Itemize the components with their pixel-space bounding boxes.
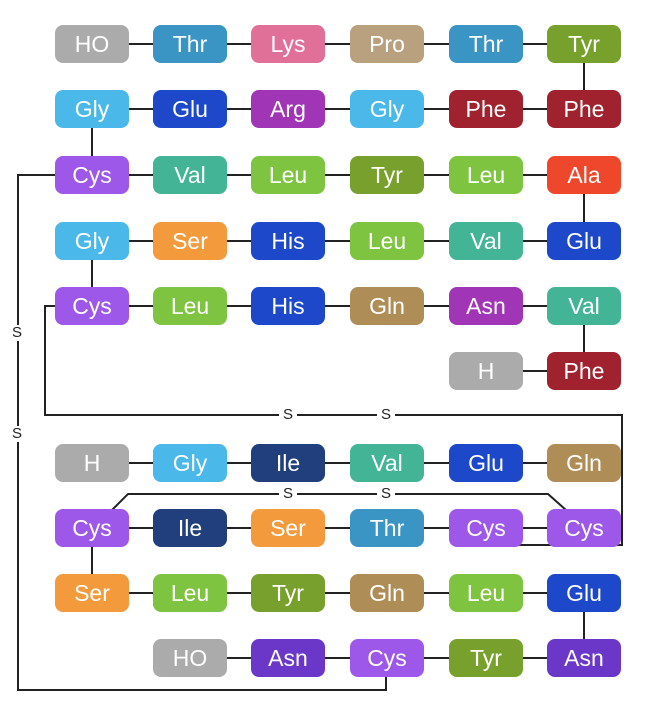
residue-tyr: Tyr xyxy=(449,639,523,677)
residue-leu: Leu xyxy=(449,156,523,194)
residue-thr: Thr xyxy=(153,25,227,63)
residue-cys: Cys xyxy=(55,287,129,325)
residue-cys: Cys xyxy=(350,639,424,677)
residue-glu: Glu xyxy=(153,90,227,128)
residue-glu: Glu xyxy=(547,222,621,260)
residue-leu: Leu xyxy=(153,574,227,612)
residue-cys: Cys xyxy=(547,509,621,547)
residue-gly: Gly xyxy=(153,444,227,482)
residue-val: Val xyxy=(547,287,621,325)
residue-cys: Cys xyxy=(55,156,129,194)
residue-cys: Cys xyxy=(55,509,129,547)
residue-val: Val xyxy=(449,222,523,260)
residue-val: Val xyxy=(153,156,227,194)
disulfide-label-outer-left-lower: S xyxy=(7,426,27,442)
residue-leu: Leu xyxy=(350,222,424,260)
residue-tyr: Tyr xyxy=(251,574,325,612)
residue-cys: Cys xyxy=(449,509,523,547)
residue-glu: Glu xyxy=(547,574,621,612)
residue-tyr: Tyr xyxy=(547,25,621,63)
residue-gln: Gln xyxy=(350,574,424,612)
residue-thr: Thr xyxy=(350,509,424,547)
residue-gly: Gly xyxy=(350,90,424,128)
residue-ile: Ile xyxy=(153,509,227,547)
residue-phe: Phe xyxy=(547,352,621,390)
residue-ho: HO xyxy=(55,25,129,63)
residue-glu: Glu xyxy=(449,444,523,482)
residue-lys: Lys xyxy=(251,25,325,63)
residue-leu: Leu xyxy=(449,574,523,612)
residue-asn: Asn xyxy=(547,639,621,677)
residue-h: H xyxy=(449,352,523,390)
residue-thr: Thr xyxy=(449,25,523,63)
residue-tyr: Tyr xyxy=(350,156,424,194)
residue-ser: Ser xyxy=(55,574,129,612)
disulfide-label-intrachain-right: S xyxy=(376,486,396,502)
disulfide-label-outer-left-upper: S xyxy=(7,325,27,341)
residue-his: His xyxy=(251,222,325,260)
residue-gly: Gly xyxy=(55,222,129,260)
disulfide-bond-outer xyxy=(17,174,387,691)
residue-phe: Phe xyxy=(449,90,523,128)
residue-phe: Phe xyxy=(547,90,621,128)
residue-asn: Asn xyxy=(251,639,325,677)
residue-asn: Asn xyxy=(449,287,523,325)
residue-pro: Pro xyxy=(350,25,424,63)
residue-gln: Gln xyxy=(350,287,424,325)
residue-ile: Ile xyxy=(251,444,325,482)
residue-ho: HO xyxy=(153,639,227,677)
residue-arg: Arg xyxy=(251,90,325,128)
residue-gly: Gly xyxy=(55,90,129,128)
residue-leu: Leu xyxy=(251,156,325,194)
residue-gln: Gln xyxy=(547,444,621,482)
disulfide-bond-intrachain xyxy=(111,493,567,511)
residue-ala: Ala xyxy=(547,156,621,194)
residue-h: H xyxy=(55,444,129,482)
residue-ser: Ser xyxy=(251,509,325,547)
disulfide-bond-interchain xyxy=(44,305,623,546)
disulfide-label-interchain-left: S xyxy=(278,407,298,423)
residue-val: Val xyxy=(350,444,424,482)
residue-ser: Ser xyxy=(153,222,227,260)
disulfide-label-intrachain-left: S xyxy=(278,486,298,502)
disulfide-label-interchain-right: S xyxy=(376,407,396,423)
residue-his: His xyxy=(251,287,325,325)
residue-leu: Leu xyxy=(153,287,227,325)
